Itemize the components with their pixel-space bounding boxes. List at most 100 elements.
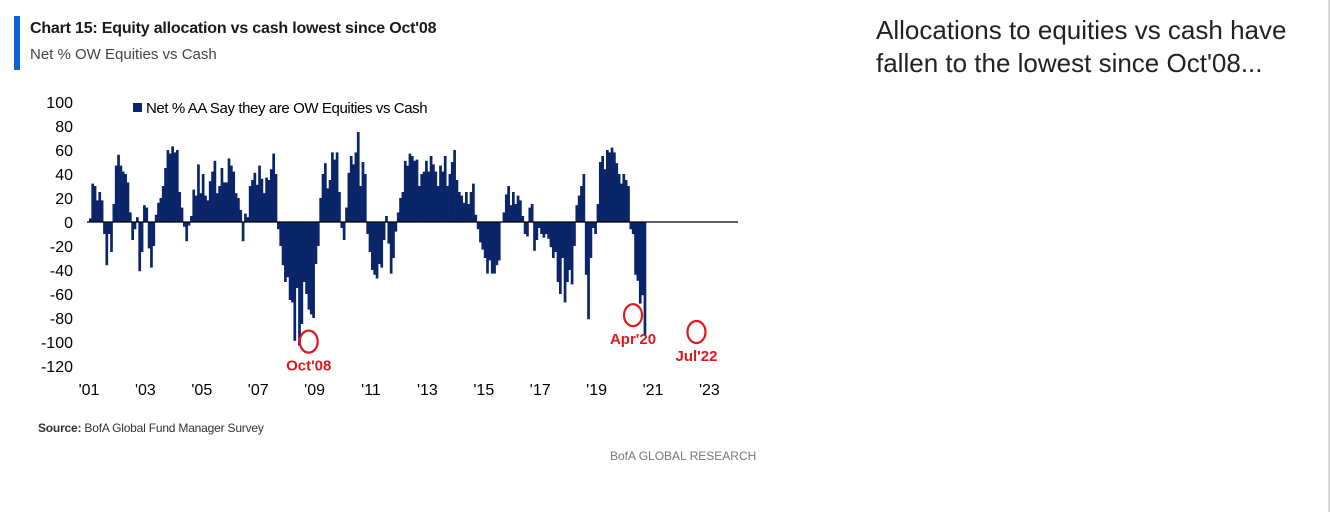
data-bar [415, 159, 419, 222]
data-bar [509, 205, 513, 222]
data-bar [206, 200, 210, 222]
data-bar [465, 192, 468, 222]
data-bar [481, 222, 485, 250]
data-bar [610, 147, 614, 222]
data-bar [594, 222, 597, 234]
data-bar [371, 222, 374, 270]
annotation-circle [686, 319, 707, 345]
x-tick-label: '21 [643, 382, 664, 399]
data-bar [403, 160, 407, 222]
data-bar [225, 182, 228, 222]
data-bar [467, 204, 471, 222]
data-bar [613, 152, 616, 222]
data-bar [512, 192, 515, 222]
data-bar [241, 222, 245, 242]
data-bar [312, 222, 315, 318]
data-bar [636, 222, 640, 281]
data-bar [274, 174, 278, 222]
data-bar [220, 168, 224, 222]
data-bar [521, 216, 525, 222]
data-bar [143, 205, 146, 222]
data-bar [338, 192, 341, 222]
data-bar [476, 222, 480, 230]
data-bar [554, 222, 557, 252]
data-bar [469, 192, 473, 222]
data-bar [354, 152, 358, 222]
data-bar [166, 150, 170, 222]
data-bar [314, 222, 318, 264]
data-bar [380, 222, 384, 268]
data-bar [352, 164, 355, 222]
data-bar [215, 193, 219, 222]
data-bar [363, 174, 367, 222]
data-bar [183, 222, 186, 227]
source-label: Source: [38, 421, 82, 435]
data-bar [128, 212, 132, 222]
data-bar [436, 186, 440, 222]
data-bar [150, 222, 153, 268]
data-bar [230, 165, 233, 222]
data-bar [356, 132, 360, 222]
x-tick-label: '15 [473, 382, 494, 399]
data-bar [178, 192, 181, 222]
data-bar [171, 146, 174, 222]
brand-footer: BofA GLOBAL RESEARCH [610, 449, 757, 463]
data-bar [154, 214, 158, 222]
data-bar [427, 171, 431, 222]
data-bar [89, 218, 92, 222]
data-bar [187, 222, 191, 226]
data-bar [147, 222, 151, 249]
data-bar [608, 152, 612, 222]
data-bar [387, 222, 391, 244]
data-bar [173, 152, 177, 222]
data-bar [213, 160, 217, 222]
data-bar [638, 222, 642, 304]
data-bar [269, 169, 273, 222]
data-bar [258, 165, 261, 222]
y-tick-label: -20 [50, 239, 73, 256]
data-bar [446, 186, 449, 222]
data-bar [185, 222, 189, 242]
x-tick-label: '09 [304, 382, 325, 399]
data-bar [570, 222, 574, 285]
data-bar [98, 192, 102, 222]
data-bar [533, 222, 536, 251]
data-bar [281, 222, 285, 266]
data-bar [643, 222, 647, 336]
data-bar [526, 222, 529, 237]
y-tick-label: -40 [50, 263, 73, 280]
data-bar [507, 186, 510, 222]
data-bar [420, 174, 424, 222]
source-text: BofA Global Fund Manager Survey [84, 421, 264, 435]
y-tick-label: 80 [55, 119, 73, 136]
data-bar [307, 222, 311, 310]
data-bar [413, 160, 416, 222]
data-bar [495, 222, 499, 266]
data-bar [100, 200, 104, 222]
x-tick-label: '07 [248, 382, 269, 399]
data-bar [547, 222, 550, 239]
data-bar [190, 216, 193, 222]
data-bar [293, 222, 297, 341]
x-tick-label: '11 [361, 382, 381, 399]
data-bar [401, 192, 405, 222]
data-bar [180, 207, 184, 222]
data-bar [218, 186, 221, 222]
data-bar [596, 204, 600, 222]
data-bar [603, 169, 607, 222]
data-bar [244, 213, 247, 222]
legend-swatch [133, 103, 142, 112]
data-bar [488, 222, 492, 261]
data-bar [601, 156, 604, 222]
annotation-label: Oct'08 [286, 358, 331, 375]
x-tick-label: '01 [79, 382, 100, 399]
data-bar [260, 178, 264, 222]
data-bar [535, 222, 539, 240]
data-bar [234, 193, 238, 222]
data-bar [561, 222, 565, 258]
data-bar [168, 153, 172, 222]
data-bar [361, 162, 365, 222]
data-bar [291, 222, 294, 303]
data-bar [396, 212, 400, 222]
data-bar [634, 222, 637, 275]
